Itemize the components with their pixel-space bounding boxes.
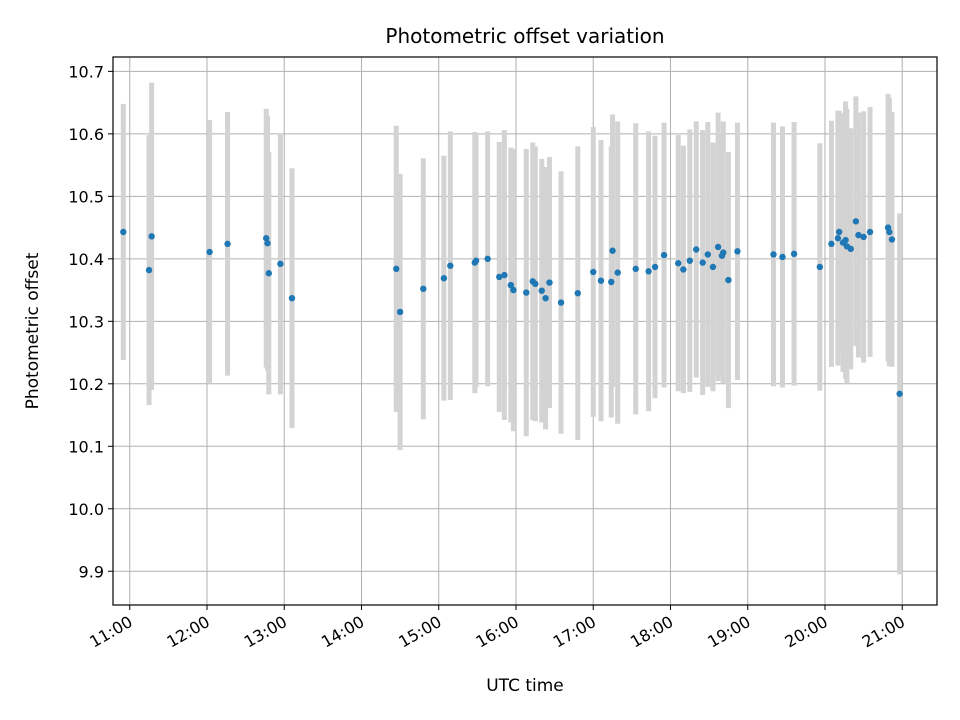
data-point bbox=[597, 277, 605, 284]
x-tick-label: 19:00 bbox=[704, 612, 753, 652]
data-point bbox=[835, 228, 843, 236]
data-point bbox=[888, 236, 896, 243]
y-tick-label: 10.2 bbox=[68, 375, 104, 394]
data-point bbox=[675, 260, 682, 267]
y-tick-label: 10.7 bbox=[68, 62, 104, 81]
x-tick-label: 13:00 bbox=[241, 612, 290, 652]
data-point bbox=[574, 289, 581, 297]
x-tick-label: 14:00 bbox=[318, 612, 367, 652]
x-tick-label: 16:00 bbox=[473, 612, 522, 652]
data-point bbox=[896, 390, 903, 397]
y-tick-label: 10.6 bbox=[68, 125, 104, 144]
y-tick-label: 10.0 bbox=[68, 500, 104, 519]
data-point bbox=[699, 259, 706, 266]
y-tick-label: 10.4 bbox=[68, 250, 104, 269]
y-axis-ticks: 9.9 10.0 10.1 10.2 10.3 10.4 10.5 10.6 10.7 bbox=[68, 62, 113, 581]
data-point bbox=[542, 294, 549, 302]
data-point bbox=[866, 228, 874, 236]
data-point bbox=[686, 257, 693, 264]
data-point bbox=[828, 240, 835, 248]
data-point bbox=[660, 251, 668, 259]
chart-title: Photometric offset variation bbox=[385, 24, 664, 48]
plot-area-frame bbox=[112, 56, 938, 606]
data-point bbox=[608, 278, 615, 286]
data-point bbox=[484, 255, 491, 263]
data-point bbox=[834, 235, 842, 242]
data-point bbox=[546, 279, 553, 286]
data-point bbox=[148, 233, 155, 240]
x-tick-label: 12:00 bbox=[164, 612, 213, 652]
data-point bbox=[145, 266, 153, 274]
y-tick-label: 10.5 bbox=[68, 187, 104, 206]
data-point bbox=[206, 248, 213, 256]
x-tick-label: 11:00 bbox=[86, 612, 135, 652]
data-point bbox=[855, 231, 862, 239]
x-tick-label: 20:00 bbox=[782, 612, 831, 652]
data-point bbox=[779, 253, 786, 261]
data-point bbox=[816, 263, 824, 271]
data-point bbox=[264, 240, 271, 247]
y-tick-label: 9.9 bbox=[79, 562, 104, 581]
x-axis-ticks: 11:00 12:00 13:00 14:00 15:00 16:00 17:00 18:00… bbox=[86, 605, 908, 652]
data-point bbox=[714, 243, 722, 251]
data-point bbox=[770, 251, 777, 258]
data-point bbox=[393, 265, 400, 273]
data-point bbox=[632, 265, 639, 273]
data-point bbox=[277, 260, 284, 268]
data-point bbox=[510, 286, 517, 294]
error-bars bbox=[120, 82, 903, 575]
data-point bbox=[440, 274, 448, 282]
data-point bbox=[496, 273, 503, 281]
y-tick-label: 10.3 bbox=[68, 312, 104, 331]
data-point bbox=[709, 263, 717, 271]
data-point bbox=[704, 251, 712, 258]
data-point bbox=[852, 218, 860, 225]
data-point bbox=[420, 285, 427, 293]
data-point bbox=[860, 233, 867, 241]
data-point bbox=[501, 271, 508, 279]
data-point bbox=[265, 270, 272, 277]
data-point bbox=[693, 246, 700, 253]
data-points bbox=[120, 218, 903, 397]
data-point bbox=[557, 299, 565, 306]
x-tick-label: 18:00 bbox=[627, 612, 676, 652]
data-point bbox=[645, 268, 652, 275]
data-point bbox=[734, 248, 741, 255]
data-point bbox=[651, 263, 659, 271]
x-tick-label: 17:00 bbox=[550, 612, 599, 652]
data-point bbox=[224, 240, 231, 248]
data-point bbox=[590, 268, 597, 276]
data-point bbox=[842, 236, 849, 244]
x-tick-label: 15:00 bbox=[395, 612, 444, 652]
data-point bbox=[720, 249, 727, 256]
data-point bbox=[680, 266, 687, 273]
x-tick-label: 21:00 bbox=[859, 612, 908, 652]
data-point bbox=[790, 250, 798, 258]
y-tick-label: 10.1 bbox=[68, 437, 104, 456]
data-point bbox=[725, 276, 732, 284]
data-point bbox=[614, 269, 621, 276]
x-axis-label: UTC time bbox=[486, 676, 564, 696]
data-point bbox=[396, 308, 404, 316]
data-point bbox=[538, 287, 545, 294]
data-point bbox=[523, 289, 530, 296]
data-point bbox=[507, 281, 515, 289]
data-point bbox=[263, 235, 270, 242]
data-point bbox=[532, 280, 539, 288]
data-point bbox=[120, 228, 127, 236]
data-point bbox=[288, 294, 296, 302]
data-point bbox=[447, 262, 454, 269]
data-point bbox=[847, 245, 854, 253]
data-point bbox=[472, 257, 480, 264]
data-point bbox=[609, 247, 616, 254]
y-axis-label: Photometric offset bbox=[23, 252, 43, 409]
data-point bbox=[886, 228, 893, 236]
